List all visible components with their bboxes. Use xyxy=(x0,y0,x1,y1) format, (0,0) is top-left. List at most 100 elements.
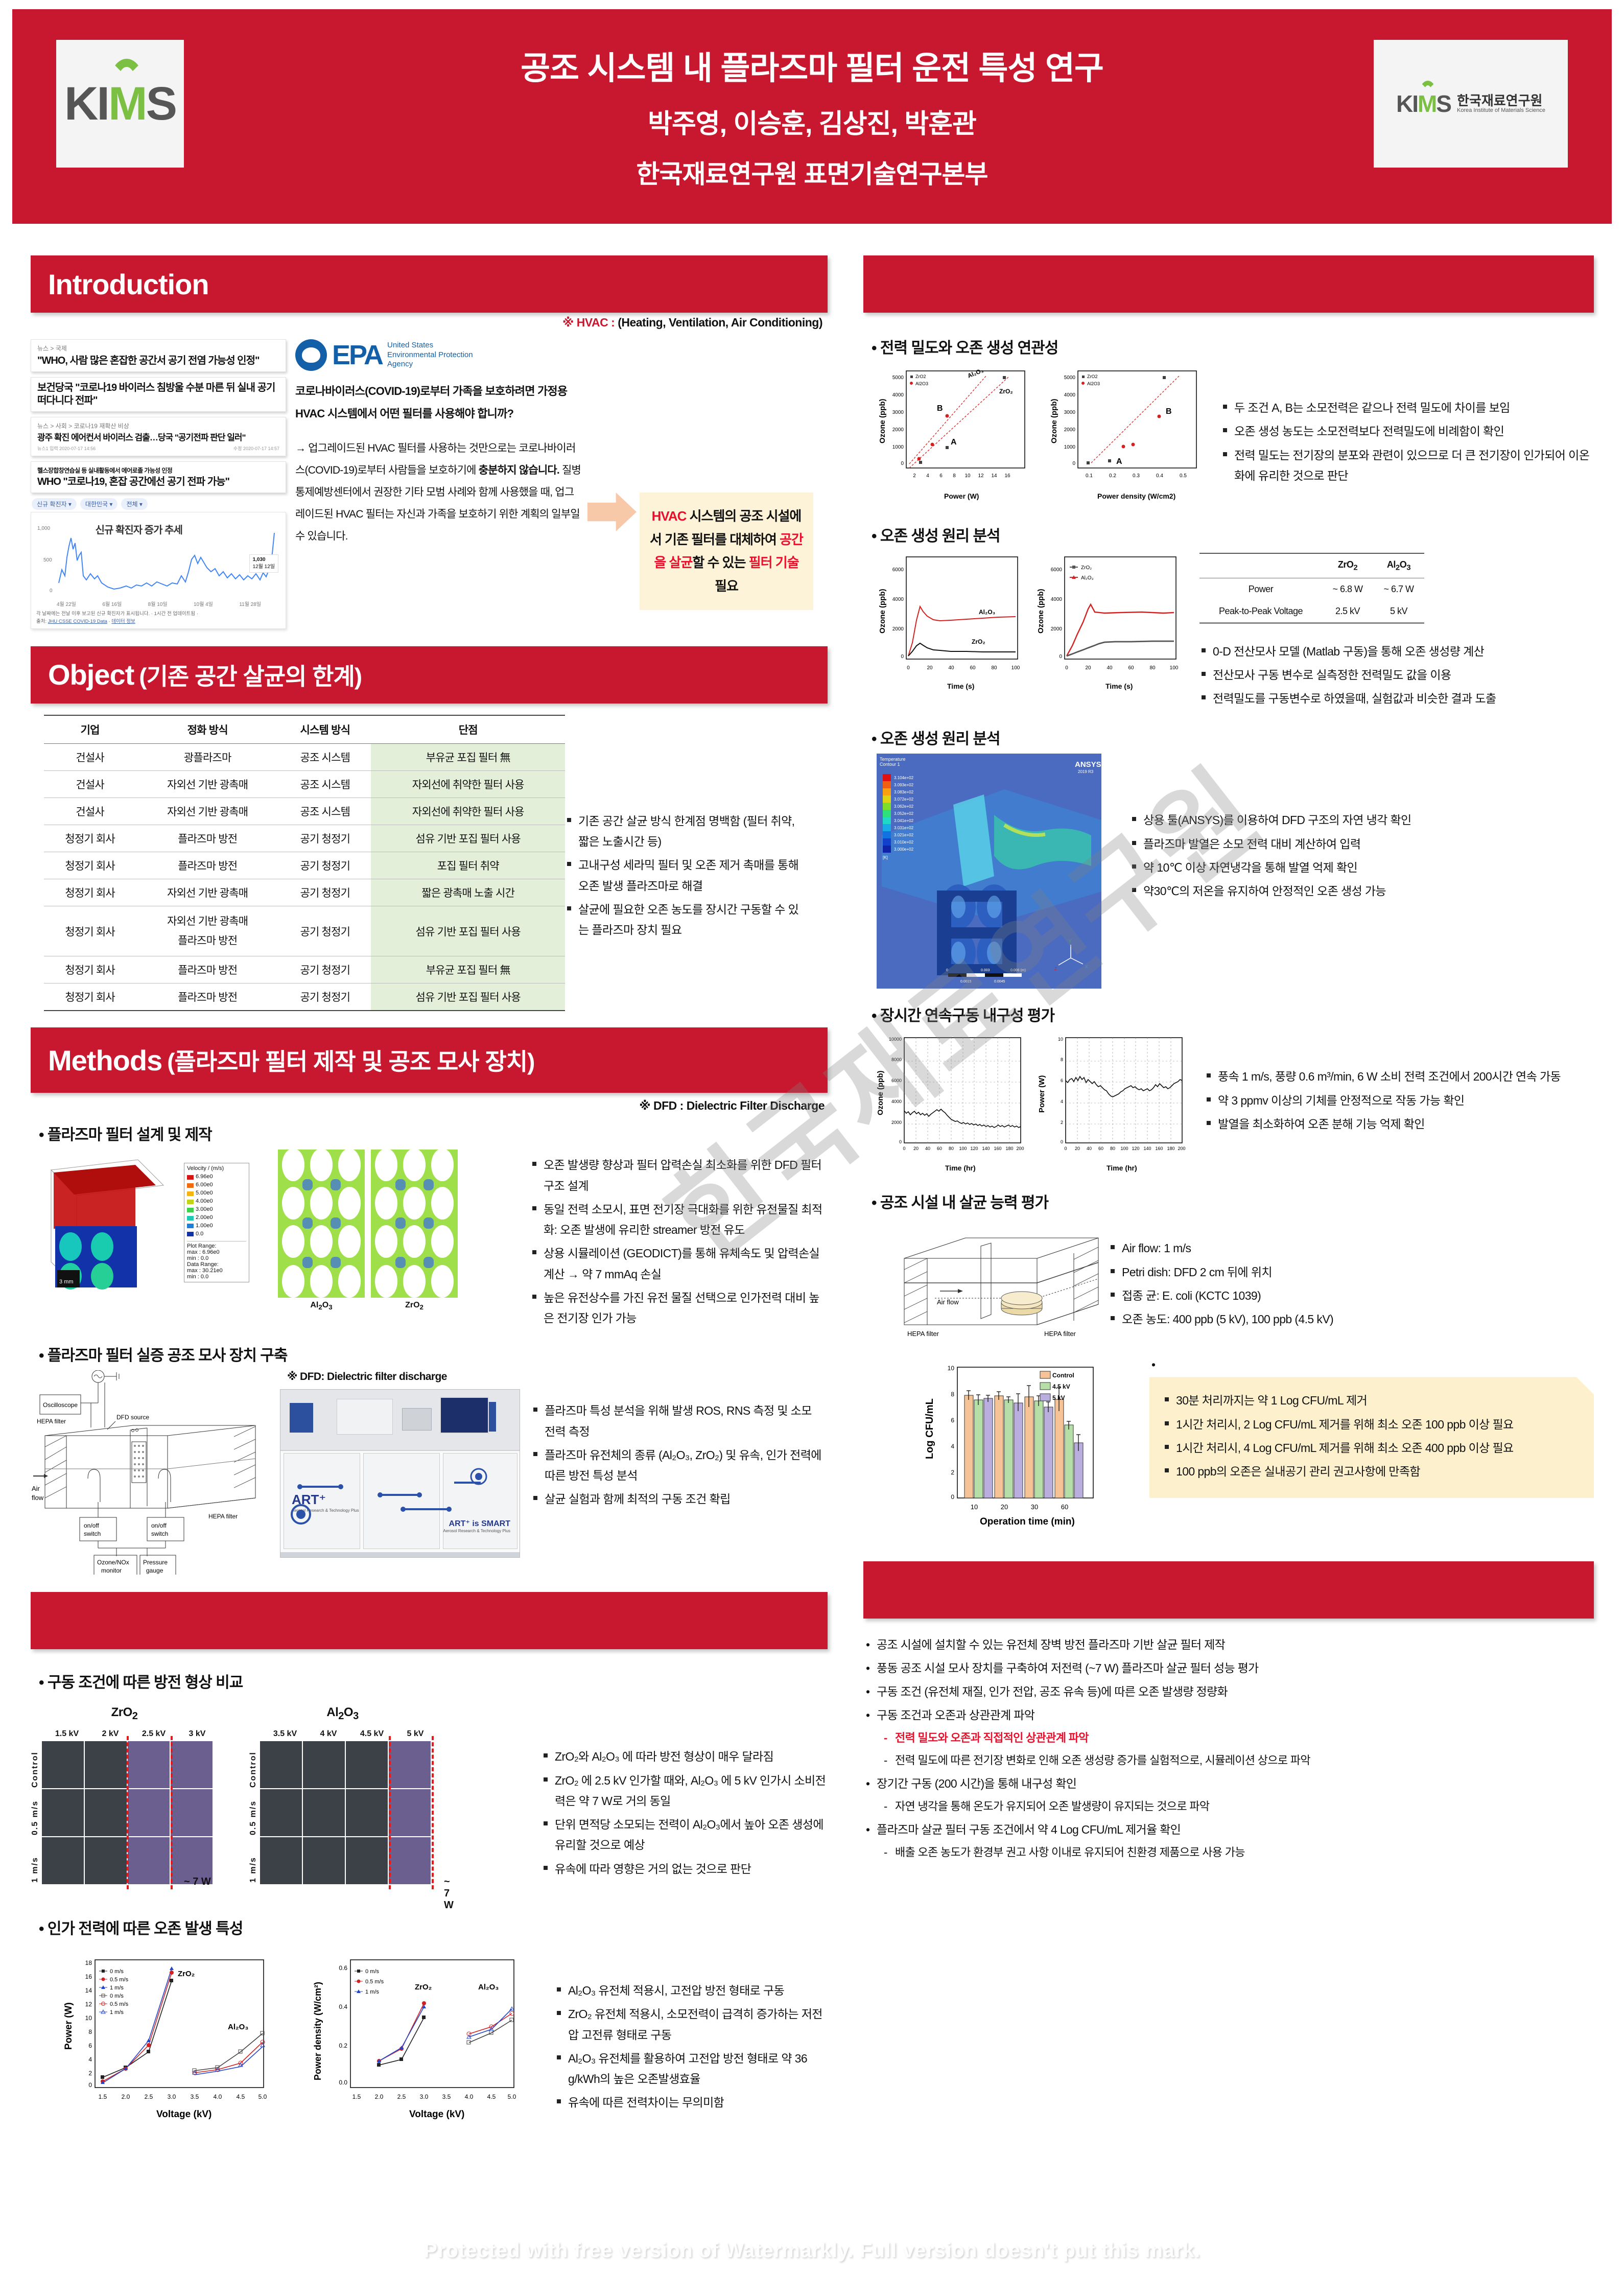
svg-text:10: 10 xyxy=(971,1503,978,1511)
svg-text:3.072e+02: 3.072e+02 xyxy=(894,797,914,802)
table-row: 건설사 광플라즈마 공조 시스템 부유균 포집 필터 無 xyxy=(44,743,565,771)
al2o3-matrix: Control 0.5 m/s 1 m/s xyxy=(249,1736,436,1890)
chip-cases[interactable]: 신규 확진자 ▾ xyxy=(32,498,77,510)
table-row: 청정기 회사 플라즈마 방전 공기 청정기 섬유 기반 포집 필터 사용 xyxy=(44,824,565,852)
row-label: 1 m/s xyxy=(249,1857,257,1883)
svg-text:8: 8 xyxy=(1061,1057,1063,1062)
svg-text:140: 140 xyxy=(982,1146,990,1151)
svg-text:8: 8 xyxy=(953,473,956,479)
object-note: 기존 공간 살균 방식 한계점 명백함 (필터 취약, 짧은 노출시간 등) xyxy=(565,811,805,852)
table-row: Peak-to-Peak Voltage 2.5 kV 5 kV xyxy=(1199,600,1424,624)
cell-company: 청정기 회사 xyxy=(44,905,136,956)
svg-text:5000: 5000 xyxy=(892,375,904,381)
chip-scope[interactable]: 전체 ▾ xyxy=(121,498,148,510)
methods-bullet: 살균 실험과 함께 최적의 구동 조건 확립 xyxy=(531,1489,821,1509)
svg-text:[K]: [K] xyxy=(883,855,888,860)
bar-5kv xyxy=(1014,1402,1023,1498)
covid-x-tick: 6월 16일 xyxy=(102,602,122,608)
section-title-methods: Methods xyxy=(48,1044,162,1076)
chip-country[interactable]: 대한민국 ▾ xyxy=(80,498,118,510)
data-point-zro2 xyxy=(946,446,949,449)
news-meta-left: 뉴스1 입력 2020-07-17 14:56 xyxy=(37,446,96,452)
series-label-zro2: ZrO₂ xyxy=(972,638,985,645)
section-header-conclusion xyxy=(863,1561,1594,1619)
svg-text:0: 0 xyxy=(1059,654,1062,660)
discharge-group-zro2: ZrO2 1.5 kV 2 kV 2.5 kV 3 kV Control 0.5… xyxy=(31,1705,218,1890)
svg-text:switch: switch xyxy=(151,1530,168,1537)
section-subtitle-methods: (플라즈마 필터 제작 및 공조 모사 장치) xyxy=(167,1048,535,1075)
bar-45kv xyxy=(974,1399,983,1498)
covid-footnote-line1: 각 날짜에는 전날 이후 보고된 신규 확진자가 표시됩니다. · 1시간 전 … xyxy=(36,611,198,617)
methods-bullet: 상용 시뮬레이션 (GEODICT)를 통해 유체속도 및 압력손실 계산 → … xyxy=(530,1243,827,1284)
cell-method: 플라즈마 방전 xyxy=(136,851,279,879)
plot-range-max: max : 6.96e0 xyxy=(187,1249,220,1255)
row-label: Control xyxy=(31,1751,39,1788)
svg-text:8000: 8000 xyxy=(891,1057,902,1062)
section-header-results-right xyxy=(863,255,1594,313)
svg-text:160: 160 xyxy=(1155,1146,1163,1151)
svg-text:3.093e+02: 3.093e+02 xyxy=(894,783,914,787)
svg-text:0.003: 0.003 xyxy=(981,969,990,972)
svg-text:3.0: 3.0 xyxy=(168,2093,176,2100)
svg-text:5.0: 5.0 xyxy=(508,2093,516,2100)
conclusion-item: 구동 조건 (유전체 재질, 인가 전압, 공조 유속 등)에 따른 오존 발생… xyxy=(863,1680,1594,1703)
x-axis-label: Time (hr) xyxy=(945,1164,976,1172)
cell-company: 건설사 xyxy=(44,797,136,825)
svg-text:4: 4 xyxy=(88,2056,92,2063)
svg-text:0.5 m/s: 0.5 m/s xyxy=(110,2001,129,2007)
svg-text:18: 18 xyxy=(85,1959,92,1966)
svg-text:30: 30 xyxy=(1031,1503,1038,1511)
results-bullet: Air flow: 1 m/s xyxy=(1109,1238,1594,1258)
data-range-max: max : 30.21e0 xyxy=(187,1267,223,1274)
discharge-cell xyxy=(42,1837,84,1885)
voltage-label: 4 kV xyxy=(320,1729,337,1739)
hepa-left-label: HEPA filter xyxy=(907,1330,939,1338)
subhead-power-ozone: 인가 전력에 따른 오존 발생 특성 xyxy=(39,1916,828,1938)
y-axis-label: Ozone (ppb) xyxy=(876,1071,885,1115)
svg-text:60: 60 xyxy=(1128,665,1134,671)
discharge-bullet: ZrO₂와 Al₂O₃ 에 따라 방전 형상이 매우 달라짐 xyxy=(542,1746,828,1767)
news-title: WHO "코로나19, 혼잡 공간에선 공기 전파 가능" xyxy=(37,476,230,488)
bar-45kv xyxy=(1064,1424,1074,1498)
svg-text:80: 80 xyxy=(991,665,997,671)
svg-text:ZrO₂: ZrO₂ xyxy=(1081,565,1092,571)
epa-answer-part1: → 업그레이드된 HVAC 필터를 사용하는 것만으로는 코로나바이러스(COV… xyxy=(295,442,576,477)
chart-ozone-time-simulation: Ozone (ppb) Time (s) 6000 4000 2000 0 0 20 40… xyxy=(1035,553,1188,696)
discharge-cell xyxy=(128,1789,170,1837)
kims-arc-icon xyxy=(108,58,145,88)
section-title-object: Object xyxy=(48,659,134,691)
results-bullets-2: 0-D 전산모사 모델 (Matlab 구동)을 통해 오존 생성량 계산 전산… xyxy=(1199,641,1594,709)
svg-text:200: 200 xyxy=(1016,1146,1024,1151)
svg-text:0: 0 xyxy=(903,1146,905,1151)
epa-answer-part2: 질병통제예방센터에서 권장한 기타 모범 사례와 함께 사용했을 때, 업그레이… xyxy=(295,464,581,543)
svg-text:3.031e+02: 3.031e+02 xyxy=(894,826,914,830)
methods-bullet: 오존 발생량 향상과 필터 압력손실 최소화를 위한 DFD 필터 구조 설계 xyxy=(530,1155,827,1196)
results-bullet: 오존 농도: 400 ppb (5 kV), 100 ppb (4.5 kV) xyxy=(1109,1309,1594,1329)
apparatus-schematic-svg: Oscilloscope HEPA filter DFD source xyxy=(32,1370,256,1577)
legend-value: 2.00e0 xyxy=(196,1214,213,1221)
highlight-dash-right xyxy=(171,1736,173,1890)
svg-text:0: 0 xyxy=(1072,461,1075,466)
covid-source-link[interactable]: JHU CSSE COVID-19 Data xyxy=(48,618,107,624)
data-point-zro2 xyxy=(1163,376,1166,379)
svg-text:1 m/s: 1 m/s xyxy=(365,1989,379,1995)
covid-data-info-link[interactable]: 데이터 정보 xyxy=(111,618,135,624)
svg-text:0: 0 xyxy=(88,2081,92,2089)
svg-text:3.052e+02: 3.052e+02 xyxy=(894,811,914,816)
svg-text:120: 120 xyxy=(1132,1146,1139,1151)
covid-footnote-line2: 출처: JHU CSSE COVID-19 Data · 데이터 정보 xyxy=(36,618,135,624)
svg-text:10: 10 xyxy=(85,2014,92,2022)
chart-legend: ZrO2 Al2O3 xyxy=(910,374,928,386)
bullet-dot-standalone: • xyxy=(1151,1358,1156,1372)
conclusion-item: 구동 조건과 오존과 상관관계 파악 xyxy=(863,1703,1594,1727)
voltage-label: 1.5 kV xyxy=(55,1729,79,1739)
air-flow-label: Air flow xyxy=(937,1298,959,1306)
svg-text:14: 14 xyxy=(991,473,997,479)
svg-text:6: 6 xyxy=(88,2042,92,2049)
cell-method: 자외선 기반 광촉매 xyxy=(136,770,279,798)
discharge-cell xyxy=(128,1837,170,1885)
svg-text:2000: 2000 xyxy=(891,1120,902,1125)
cell-drawback: 섬유 기반 포집 필터 사용 xyxy=(371,824,565,852)
methods-bullets-1: 오존 발생량 향상과 필터 압력손실 최소화를 위한 DFD 필터 구조 설계 … xyxy=(530,1155,827,1328)
